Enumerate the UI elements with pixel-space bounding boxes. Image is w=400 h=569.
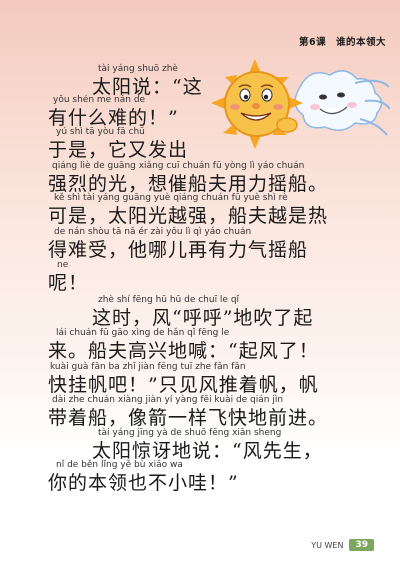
- pinyin-line: dài zhe chuán xiàng jiàn yí yàng fēi kuà…: [52, 395, 284, 405]
- subject-label: YU WEN: [311, 540, 344, 550]
- text-line: kuài guà fān ba zhǐ jiàn fēng tuī zhe fā…: [0, 360, 400, 400]
- pinyin-line: de nán shòu tā nǎ ér zài yǒu lì qì yáo c…: [54, 227, 252, 237]
- text-line: dài zhe chuán xiàng jiàn yí yàng fēi kuà…: [0, 393, 400, 433]
- hanzi-line: 于是，它又发出: [48, 139, 189, 161]
- hanzi-line: 呢！: [48, 272, 89, 294]
- text-line: nǐ de běn lǐng yě bù xiǎo wa 你的本领也不小哇！”: [0, 458, 400, 498]
- pinyin-line: yǒu shén me nán de: [53, 95, 146, 105]
- pinyin-line: kě shì tài yáng guāng yuè qiáng chuán fū…: [54, 193, 288, 203]
- text-line: de nán shòu tā nǎ ér zài yǒu lì qì yáo c…: [0, 225, 400, 265]
- hanzi-line: 太阳惊讶地说：“风先生，: [92, 440, 323, 462]
- pinyin-line: tài yáng shuō zhè: [98, 64, 178, 74]
- hanzi-line: 带着船，像箭一样飞快地前进。: [48, 407, 329, 429]
- pinyin-line: ne: [57, 260, 69, 270]
- sun-and-wind-illustration: [205, 57, 391, 150]
- text-line: lái chuán fū gāo xìng de hǎn qǐ fēng le …: [0, 326, 400, 366]
- pinyin-line: nǐ de běn lǐng yě bù xiǎo wa: [56, 460, 183, 470]
- page-number: 39: [349, 539, 374, 551]
- hanzi-line: 可是，太阳光越强，船夫越是热: [48, 205, 329, 227]
- text-line: kě shì tài yáng guāng yuè qiáng chuán fū…: [0, 191, 400, 231]
- lesson-header: 第6课 谁的本领大: [299, 34, 386, 48]
- pinyin-line: lái chuán fū gāo xìng de hǎn qǐ fēng le: [56, 328, 230, 338]
- text-line: zhè shí fēng hū hū de chuī le qǐ 这时，风“呼呼…: [0, 293, 400, 333]
- lesson-title: 谁的本领大: [335, 37, 386, 48]
- text-line: tài yáng jīng yà de shuō fēng xiān sheng…: [0, 426, 400, 466]
- hanzi-line: 来。船夫高兴地喊：“起风了！: [48, 340, 319, 362]
- text-line: qiáng liè de guāng xiǎng cuī chuán fū yò…: [0, 159, 400, 199]
- pinyin-line: zhè shí fēng hū hū de chuī le qǐ: [98, 295, 240, 305]
- pinyin-line: yú shì tā yòu fā chū: [56, 127, 145, 137]
- pinyin-line: kuài guà fān ba zhǐ jiàn fēng tuī zhe fā…: [50, 362, 246, 372]
- hanzi-line: 这时，风“呼呼”地吹了起: [92, 307, 314, 329]
- pinyin-line: tài yáng jīng yà de shuō fēng xiān sheng: [98, 428, 282, 438]
- hanzi-line: 强烈的光，想催船夫用力摇船。: [48, 173, 329, 195]
- text-line: yú shì tā yòu fā chū 于是，它又发出: [0, 125, 400, 165]
- hanzi-line: 太阳说：“这: [92, 76, 203, 98]
- hanzi-line: 有什么难的！”: [48, 107, 179, 129]
- sun-icon: [211, 59, 303, 149]
- pinyin-line: qiáng liè de guāng xiǎng cuī chuán fū yò…: [52, 161, 305, 171]
- hanzi-line: 你的本领也不小哇！”: [48, 472, 239, 494]
- text-line: yǒu shén me nán de 有什么难的！”: [0, 93, 400, 133]
- lesson-number: 第6课: [299, 37, 327, 48]
- text-line: ne 呢！: [0, 258, 400, 298]
- page-footer: YU WEN 39: [311, 539, 374, 551]
- hanzi-line: 得难受，他哪儿再有力气摇船: [48, 239, 309, 261]
- text-line: tài yáng shuō zhè 太阳说：“这: [0, 62, 400, 102]
- hanzi-line: 快挂帆吧！”只见风推着帆，帆: [48, 374, 319, 396]
- wind-cloud-icon: [294, 70, 391, 136]
